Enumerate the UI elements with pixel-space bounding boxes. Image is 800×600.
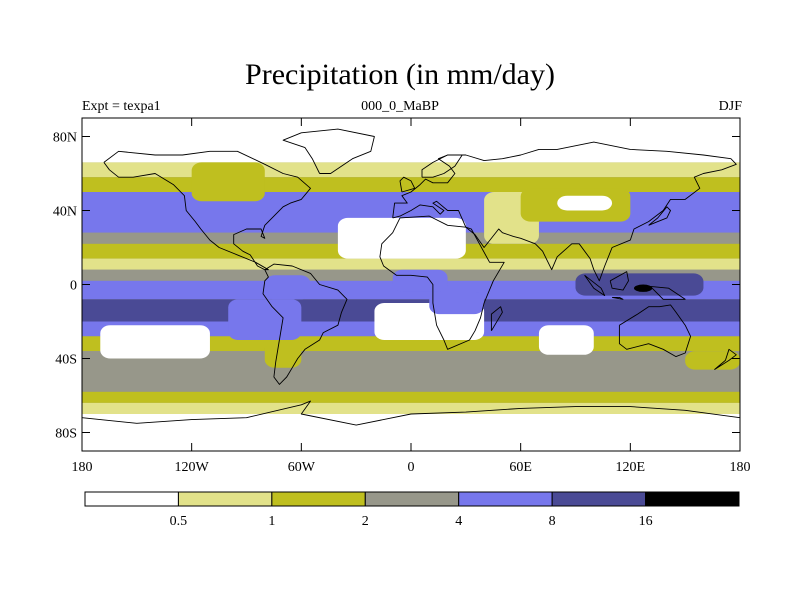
colorbar-swatch	[177, 491, 273, 507]
colorbar-label: 8	[549, 514, 556, 529]
x-tick-label: 0	[408, 460, 415, 475]
precip-region	[685, 351, 740, 370]
precip-region	[264, 275, 311, 300]
chart-title: Precipitation (in mm/day)	[245, 58, 555, 91]
x-tick-label: 120E	[616, 460, 646, 475]
precip-region	[538, 325, 594, 355]
precip-region	[429, 291, 485, 315]
coastline	[103, 150, 311, 271]
coastline	[379, 215, 505, 350]
colorbar-swatch	[271, 491, 366, 507]
precipitation-field	[82, 118, 740, 451]
coastline	[392, 141, 737, 282]
precip-region	[575, 273, 704, 296]
coastline	[490, 306, 503, 332]
coastlines	[82, 128, 740, 426]
latitude-band	[82, 162, 740, 178]
colorbar-label: 1	[268, 514, 275, 529]
y-tick-label: 40S	[55, 353, 77, 368]
colorbar-label: 0.5	[170, 514, 188, 529]
colorbar-swatch	[364, 491, 460, 507]
colorbar-swatch	[551, 491, 647, 507]
latitude-band	[82, 391, 740, 403]
precip-region	[100, 325, 210, 359]
coastline	[612, 296, 624, 300]
colorbar: 0.5 1 2 4 8 16	[84, 491, 740, 529]
coastline	[650, 285, 686, 300]
coastline	[618, 304, 692, 358]
coastline	[399, 176, 416, 193]
precip-region	[633, 284, 653, 292]
x-tick-label: 120W	[175, 460, 210, 475]
y-tick-label: 80S	[55, 427, 77, 442]
coastline	[262, 263, 348, 385]
period-label: 000_0_MaBP	[361, 99, 439, 114]
colorbar-label: 2	[362, 514, 369, 529]
latitude-band	[82, 258, 740, 270]
x-tick-label: 180	[730, 460, 751, 475]
x-tick-label: 60W	[288, 460, 316, 475]
latitude-band	[82, 402, 740, 414]
colorbar-swatch	[84, 491, 179, 507]
coastline	[648, 206, 671, 226]
experiment-label: Expt = texpa1	[82, 99, 161, 114]
x-tick-label: 180	[72, 460, 93, 475]
precip-region	[557, 195, 613, 211]
coastline	[714, 348, 737, 370]
coastline	[609, 271, 629, 291]
precip-region	[264, 340, 302, 368]
y-tick-label: 80N	[53, 131, 77, 146]
y-tick-label: 0	[70, 279, 77, 294]
precip-region	[392, 269, 448, 292]
coastline	[421, 154, 463, 178]
colorbar-swatch	[458, 491, 553, 507]
axes: 180 120W 60W 0 60E 120E 180 80N 40N 0 40S 80S	[53, 118, 751, 475]
coastline	[282, 128, 375, 174]
colorbar-label: 4	[455, 514, 462, 529]
y-tick-label: 40N	[53, 205, 77, 220]
colorbar-swatch	[645, 491, 740, 507]
x-tick-label: 60E	[509, 460, 532, 475]
season-label: DJF	[718, 99, 742, 114]
precip-region	[191, 162, 265, 202]
coastline	[82, 400, 740, 426]
precip-region	[337, 217, 466, 259]
colorbar-label: 16	[639, 514, 653, 529]
coastline	[584, 274, 606, 297]
precip-region	[228, 299, 302, 340]
